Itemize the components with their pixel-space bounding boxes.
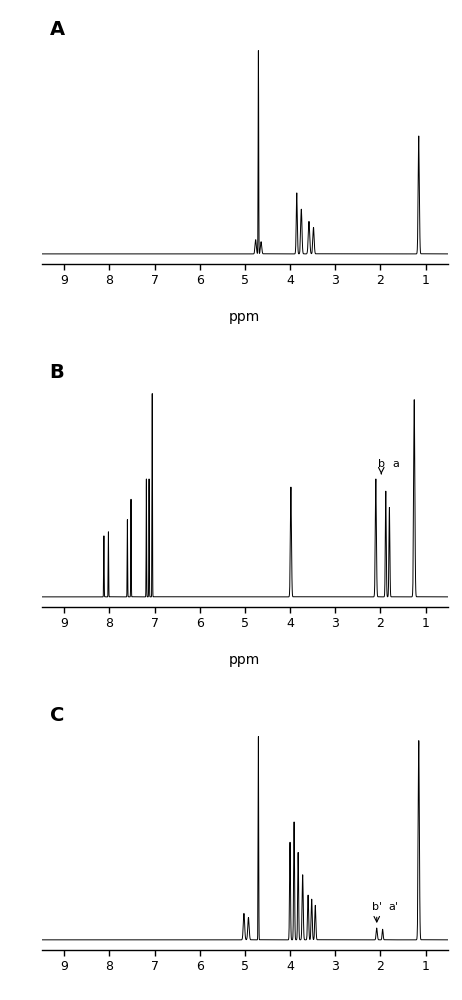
- Text: B: B: [50, 363, 65, 382]
- Text: b: b: [378, 459, 385, 469]
- Text: C: C: [50, 706, 64, 725]
- Text: b': b': [372, 902, 382, 912]
- Text: a': a': [388, 902, 398, 912]
- Text: A: A: [50, 20, 65, 39]
- Text: ppm: ppm: [229, 310, 261, 324]
- Text: ppm: ppm: [229, 653, 261, 667]
- Text: a: a: [393, 459, 400, 469]
